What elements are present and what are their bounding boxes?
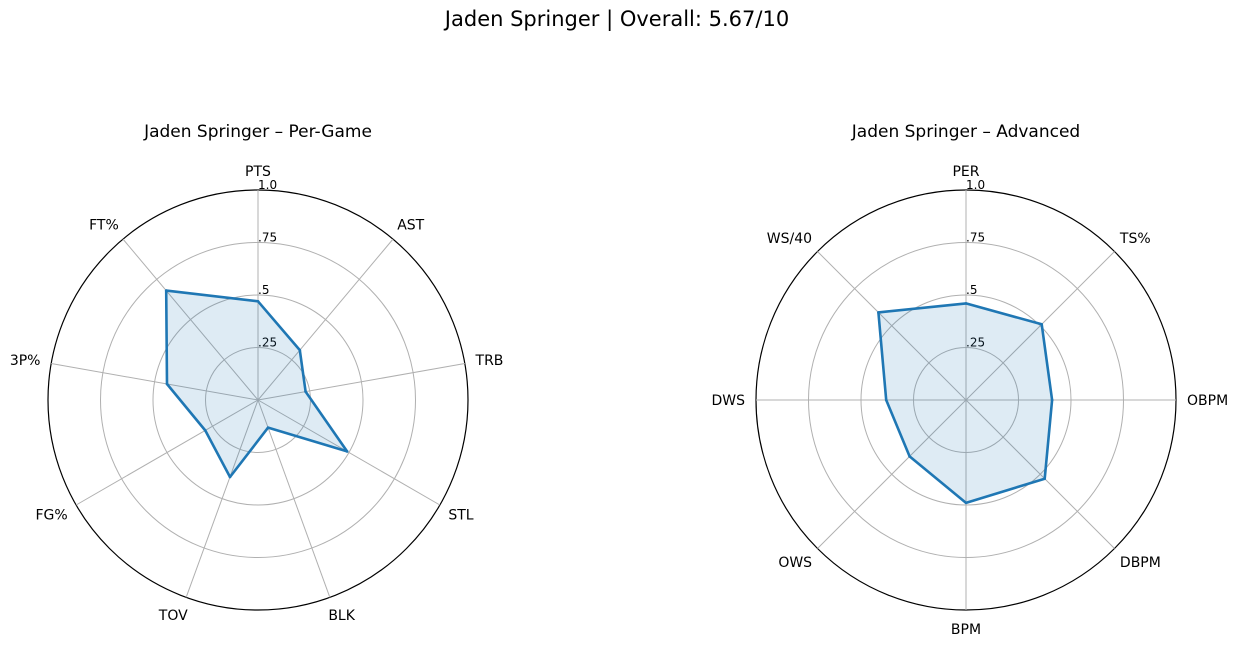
axis-label-trb: TRB bbox=[475, 353, 504, 369]
r-tick-label: .75 bbox=[966, 231, 985, 245]
series-area bbox=[878, 303, 1053, 503]
r-tick-label: .25 bbox=[966, 336, 985, 350]
axis-label-ast: AST bbox=[397, 218, 424, 234]
r-tick-label: .5 bbox=[966, 283, 977, 297]
data-point-fg-pct bbox=[203, 429, 207, 432]
data-point-dws bbox=[884, 398, 888, 402]
spoke-trb bbox=[257, 363, 465, 401]
axis-label-3p-pct: 3P% bbox=[10, 353, 41, 369]
axis-label-ows: OWS bbox=[778, 555, 812, 571]
r-tick-label: 1.0 bbox=[966, 178, 985, 192]
data-point-bpm bbox=[964, 501, 968, 505]
spoke-ws-40 bbox=[817, 251, 967, 401]
axis-label-ft-pct: FT% bbox=[89, 218, 119, 234]
spoke-tov bbox=[185, 399, 259, 598]
figure-title: Jaden Springer | Overall: 5.67/10 bbox=[444, 7, 790, 31]
data-point-dbpm bbox=[1043, 477, 1047, 481]
spoke-stl bbox=[257, 399, 441, 506]
series-area bbox=[166, 290, 348, 477]
data-point-stl bbox=[345, 450, 349, 453]
chart-title: Jaden Springer – Advanced bbox=[851, 122, 1080, 142]
spoke-blk bbox=[257, 399, 331, 598]
chart-title: Jaden Springer – Per-Game bbox=[143, 122, 372, 142]
r-tick-label: .25 bbox=[258, 336, 277, 350]
spoke-ft-pct bbox=[122, 238, 259, 401]
spoke-ts-pct bbox=[965, 251, 1115, 401]
axis-label-pts: PTS bbox=[245, 164, 271, 180]
data-point-blk bbox=[266, 426, 270, 429]
r-tick-label: .5 bbox=[258, 283, 269, 297]
axis-label-fg-pct: FG% bbox=[35, 508, 67, 524]
data-point-per bbox=[964, 302, 968, 305]
axis-label-obpm: OBPM bbox=[1187, 393, 1228, 409]
axis-label-dbpm: DBPM bbox=[1120, 555, 1161, 571]
axis-label-ts-pct: TS% bbox=[1119, 231, 1151, 247]
spoke-dbpm bbox=[965, 399, 1115, 549]
axis-label-blk: BLK bbox=[328, 608, 355, 624]
data-point-ts-pct bbox=[1040, 322, 1044, 326]
data-point-ft-pct bbox=[164, 289, 168, 292]
series-line bbox=[164, 289, 349, 479]
spoke-ows bbox=[817, 399, 967, 549]
axis-label-per: PER bbox=[952, 164, 979, 180]
r-tick-label: .75 bbox=[258, 231, 277, 245]
axis-label-tov: TOV bbox=[158, 608, 188, 624]
data-point-ws-40 bbox=[877, 311, 880, 314]
axis-label-dws: DWS bbox=[711, 393, 745, 409]
axis-label-bpm: BPM bbox=[951, 622, 981, 638]
data-point-ast bbox=[298, 348, 302, 352]
spoke-3p-pct bbox=[51, 363, 259, 401]
spoke-ast bbox=[257, 238, 394, 401]
data-point-3p-pct bbox=[165, 382, 169, 386]
axis-label-ws-40: WS/40 bbox=[767, 231, 812, 247]
data-point-trb bbox=[304, 390, 307, 393]
r-tick-label: 1.0 bbox=[258, 178, 277, 192]
data-point-ows bbox=[908, 455, 911, 458]
axis-label-stl: STL bbox=[448, 508, 473, 524]
data-point-tov bbox=[228, 475, 232, 479]
data-point-obpm bbox=[1050, 398, 1054, 402]
data-point-pts bbox=[256, 300, 260, 303]
spoke-fg-pct bbox=[75, 399, 259, 506]
